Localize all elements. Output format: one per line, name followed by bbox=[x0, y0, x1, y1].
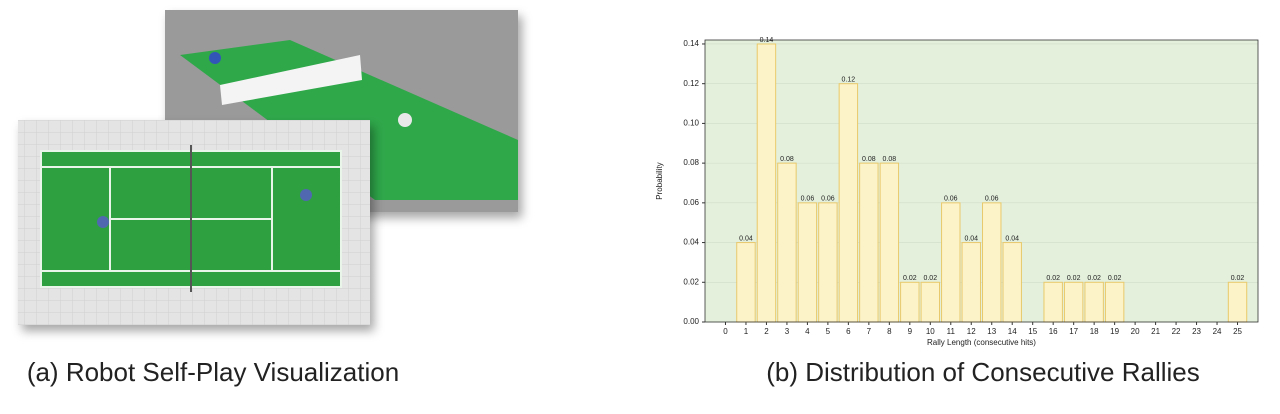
x-tick-label: 23 bbox=[1192, 327, 1201, 336]
x-tick-label: 6 bbox=[846, 327, 851, 336]
x-tick-label: 7 bbox=[867, 327, 872, 336]
bar bbox=[941, 202, 961, 323]
bar bbox=[1063, 281, 1084, 323]
bar bbox=[879, 162, 900, 323]
bar bbox=[797, 202, 818, 323]
robot-blue bbox=[209, 52, 221, 64]
bar bbox=[1002, 242, 1022, 323]
y-tick-label: 0.14 bbox=[683, 39, 699, 48]
data-label: 0.02 bbox=[923, 275, 937, 282]
data-label: 0.08 bbox=[862, 156, 876, 163]
data-label: 0.02 bbox=[1067, 275, 1081, 282]
y-axis-label: Probability bbox=[655, 162, 664, 199]
x-tick-label: 0 bbox=[723, 327, 728, 336]
data-label: 0.02 bbox=[1108, 275, 1122, 282]
x-tick-label: 18 bbox=[1090, 327, 1099, 336]
data-label: 0.08 bbox=[780, 156, 794, 163]
bar bbox=[900, 281, 920, 323]
y-tick-label: 0.06 bbox=[683, 198, 699, 207]
x-tick-label: 11 bbox=[947, 327, 956, 336]
x-tick-label: 12 bbox=[967, 327, 976, 336]
bar bbox=[982, 202, 1002, 323]
data-label: 0.06 bbox=[944, 196, 958, 203]
bar bbox=[961, 242, 981, 323]
bar bbox=[1104, 281, 1125, 323]
caption: (b) Distribution of Consecutive Rallies bbox=[766, 357, 1200, 387]
bar bbox=[736, 242, 756, 323]
x-tick-label: 21 bbox=[1151, 327, 1160, 336]
x-tick-label: 10 bbox=[926, 327, 935, 336]
net bbox=[220, 55, 362, 105]
bar bbox=[1043, 281, 1063, 323]
y-tick-label: 0.08 bbox=[683, 158, 699, 167]
robot-b bbox=[300, 189, 312, 201]
data-label: 0.04 bbox=[739, 235, 753, 242]
data-label: 0.06 bbox=[985, 196, 999, 203]
x-tick-label: 9 bbox=[908, 327, 913, 336]
x-tick-label: 2 bbox=[764, 327, 769, 336]
data-label: 0.02 bbox=[1231, 275, 1245, 282]
x-tick-label: 16 bbox=[1049, 327, 1058, 336]
robot-a bbox=[97, 216, 109, 228]
plot-frame bbox=[704, 39, 1259, 323]
data-label: 0.06 bbox=[821, 196, 835, 203]
bar bbox=[1227, 281, 1248, 323]
x-tick-label: 8 bbox=[887, 327, 892, 336]
y-tick-label: 0.00 bbox=[683, 317, 699, 326]
plot-area bbox=[705, 40, 1258, 322]
y-tick-label: 0.12 bbox=[683, 79, 699, 88]
robot-visualization bbox=[18, 10, 518, 325]
bar bbox=[1084, 281, 1104, 323]
bar bbox=[777, 162, 797, 323]
caption: (a) Robot Self-Play Visualization bbox=[27, 357, 399, 387]
x-tick-label: 15 bbox=[1028, 327, 1037, 336]
x-tick-label: 17 bbox=[1069, 327, 1078, 336]
x-tick-label: 1 bbox=[744, 327, 749, 336]
robot-white bbox=[398, 113, 412, 127]
x-tick-label: 5 bbox=[826, 327, 831, 336]
x-tick-label: 19 bbox=[1110, 327, 1119, 336]
bar bbox=[756, 43, 777, 323]
y-tick-label: 0.04 bbox=[683, 238, 699, 247]
data-label: 0.02 bbox=[1087, 275, 1101, 282]
x-tick-label: 13 bbox=[987, 327, 996, 336]
data-label: 0.02 bbox=[1046, 275, 1060, 282]
data-label: 0.04 bbox=[964, 235, 978, 242]
x-tick-label: 3 bbox=[785, 327, 790, 336]
bar bbox=[838, 83, 859, 323]
x-tick-label: 14 bbox=[1008, 327, 1017, 336]
bar bbox=[818, 202, 838, 323]
bar bbox=[920, 281, 941, 323]
x-tick-label: 24 bbox=[1213, 327, 1222, 336]
x-tick-label: 20 bbox=[1131, 327, 1140, 336]
x-tick-label: 4 bbox=[805, 327, 810, 336]
x-tick-label: 22 bbox=[1172, 327, 1181, 336]
bar bbox=[859, 162, 879, 323]
x-tick-label: 25 bbox=[1233, 327, 1242, 336]
data-label: 0.12 bbox=[842, 77, 856, 84]
y-tick-label: 0.10 bbox=[683, 119, 699, 128]
data-label: 0.08 bbox=[883, 156, 897, 163]
data-label: 0.06 bbox=[801, 196, 815, 203]
data-label: 0.04 bbox=[1005, 235, 1019, 242]
x-axis-label: Rally Length (consecutive hits) bbox=[927, 338, 1036, 347]
y-tick-label: 0.02 bbox=[683, 277, 699, 286]
data-label: 0.02 bbox=[903, 275, 917, 282]
